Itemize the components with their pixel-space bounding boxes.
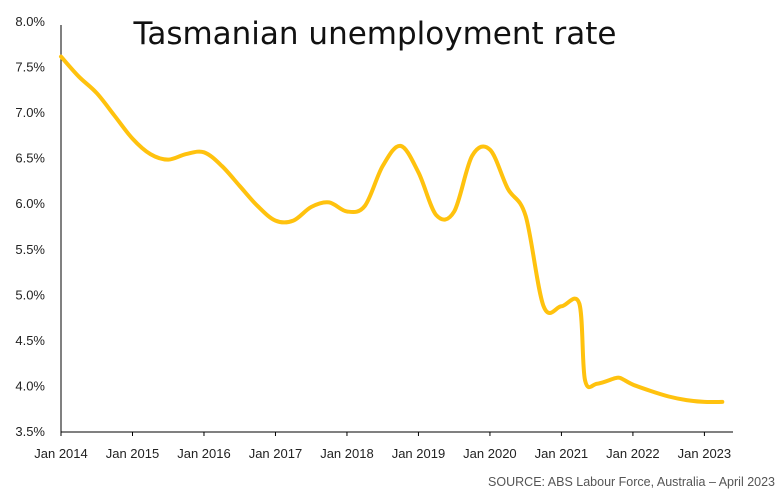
y-tick-label: 7.5% xyxy=(15,60,45,75)
y-tick-label: 3.5% xyxy=(15,424,45,439)
x-tick-label: Jan 2014 xyxy=(34,446,88,461)
y-tick-label: 6.5% xyxy=(15,151,45,166)
x-axis-tick-marks xyxy=(60,432,705,436)
unemployment-rate-line xyxy=(59,54,725,405)
x-tick-label: Jan 2016 xyxy=(177,446,231,461)
chart-title: Tasmanian unemployment rate xyxy=(133,16,617,52)
x-tick-label: Jan 2018 xyxy=(320,446,374,461)
x-tick-label: Jan 2020 xyxy=(463,446,517,461)
x-tick-label: Jan 2021 xyxy=(535,446,589,461)
source-note: SOURCE: ABS Labour Force, Australia – Ap… xyxy=(488,475,775,489)
y-tick-label: 5.5% xyxy=(15,242,45,257)
x-tick-label: Jan 2015 xyxy=(106,446,160,461)
x-tick-label: Jan 2019 xyxy=(392,446,446,461)
y-tick-label: 7.0% xyxy=(15,105,45,120)
y-tick-label: 6.0% xyxy=(15,196,45,211)
x-tick-label: Jan 2022 xyxy=(606,446,660,461)
y-tick-label: 8.0% xyxy=(15,14,45,29)
y-tick-label: 4.5% xyxy=(15,333,45,348)
x-tick-label: Jan 2023 xyxy=(678,446,732,461)
x-axis-tick-labels: Jan 2014 Jan 2015 Jan 2016 Jan 2017 Jan 2018… xyxy=(34,446,731,461)
y-axis-tick-labels: 3.5% 4.0% 4.5% 5.0% 5.5% 6.0% 6.5% 7.0% 7.5% 8.0% xyxy=(15,14,45,439)
y-tick-label: 4.0% xyxy=(15,378,45,393)
y-tick-label: 5.0% xyxy=(15,287,45,302)
x-tick-label: Jan 2017 xyxy=(249,446,303,461)
